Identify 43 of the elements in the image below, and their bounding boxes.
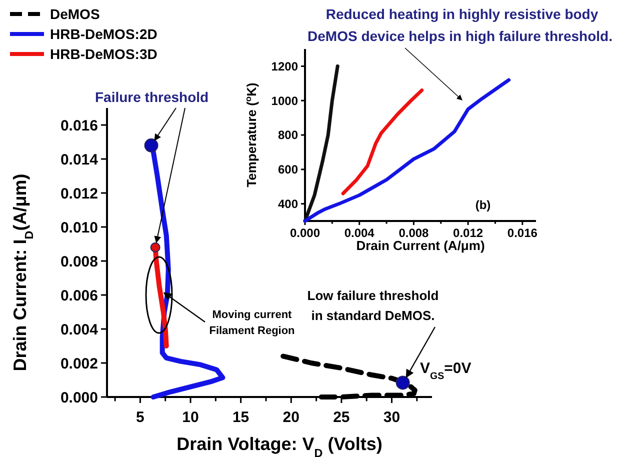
y-tick-label: 0.010 — [60, 219, 98, 236]
x-tick-label: 10 — [182, 409, 199, 426]
y-tick-label: 0.014 — [60, 151, 99, 168]
legend-label: DeMOS — [50, 6, 100, 22]
point — [396, 376, 410, 390]
x-tick-label: 15 — [232, 409, 250, 426]
y-tick-label: 1000 — [271, 94, 298, 108]
x-tick-label: 20 — [282, 409, 300, 426]
point — [144, 138, 158, 152]
y-tick-label: 800 — [278, 128, 298, 142]
y-tick-label: 400 — [278, 197, 298, 211]
annotation: (b) — [475, 198, 491, 212]
y-tick-label: 0.004 — [60, 321, 99, 338]
x-axis-title: Drain Current (A/μm) — [356, 238, 485, 253]
y-tick-label: 0.012 — [60, 185, 98, 202]
text: DeMOS device helps in high failure threshold. — [308, 28, 612, 44]
line-series — [303, 78, 511, 223]
point — [150, 242, 160, 252]
x-tick-label: 25 — [333, 409, 350, 426]
x-tick-label: 5 — [136, 409, 144, 426]
y-tick-label: 1200 — [271, 59, 298, 74]
x-tick-label: 0.004 — [344, 226, 375, 240]
y-tick-label: 0.008 — [60, 253, 98, 270]
x-axis-title: Drain Voltage: V$_{D}$ (Volts) — [176, 434, 382, 457]
y-tick-label: 0.002 — [60, 355, 98, 372]
legend-label: HRB-DeMOS:2D — [50, 26, 158, 42]
line-series — [303, 64, 340, 223]
x-tick-label: 0.008 — [398, 226, 430, 240]
x-tick-label: 0.012 — [453, 226, 484, 240]
annotation: Moving current Filament Region — [209, 309, 296, 337]
x-tick-label: 30 — [383, 409, 400, 426]
x-tick-label: 0.000 — [290, 226, 320, 240]
annotation: Low failure threshold in standard DeMOS. — [307, 288, 439, 323]
annotation: V$_{GS}$=0V — [420, 360, 472, 382]
line-series — [341, 88, 424, 196]
y-tick-label: 600 — [278, 162, 298, 177]
y-tick-label: 0.006 — [60, 287, 98, 304]
text: Reduced heating in highly resistive body — [326, 6, 598, 22]
y-tick-label: 0.016 — [60, 117, 98, 134]
annotation: Failure threshold — [95, 89, 209, 105]
legend-label: HRB-DeMOS:3D — [50, 46, 158, 62]
x-tick-label: 0.016 — [507, 226, 538, 240]
y-tick-label: 0.000 — [60, 389, 98, 406]
